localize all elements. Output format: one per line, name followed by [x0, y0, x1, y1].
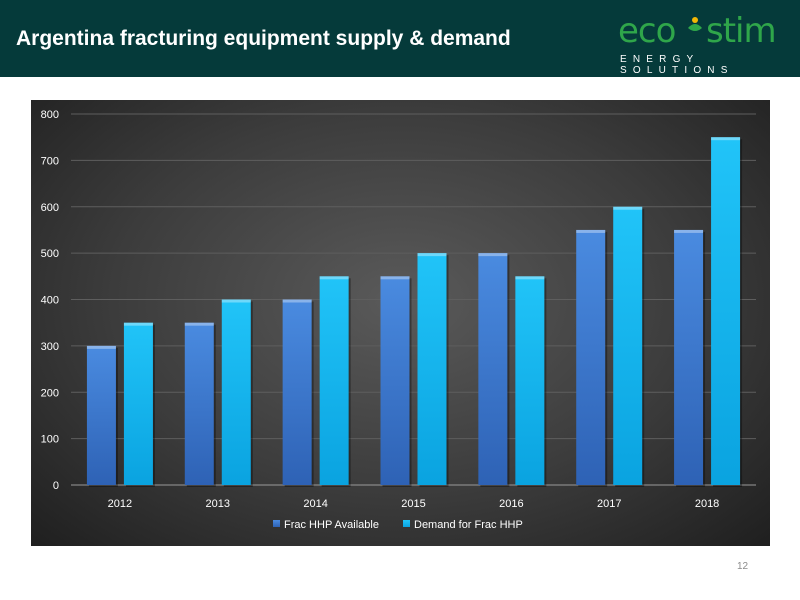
y-tick-label: 400 [41, 295, 59, 307]
legend-swatch [403, 520, 410, 527]
bar-highlight [380, 276, 410, 280]
x-tick-label: 2015 [401, 498, 425, 510]
svg-text:eco: eco [618, 11, 675, 50]
bar-highlight [576, 229, 606, 233]
bar-frac-hhp-available [184, 322, 214, 485]
bar-highlight [515, 276, 545, 280]
legend: Frac HHP Available Demand for Frac HHP [273, 519, 523, 531]
y-tick-label: 800 [41, 109, 59, 121]
bar-highlight [711, 137, 741, 141]
x-tick-label: 2012 [108, 498, 132, 510]
x-tick-label: 2014 [303, 498, 327, 510]
slide-header: Argentina fracturing equipment supply & … [0, 0, 800, 77]
x-tick-label: 2017 [597, 498, 621, 510]
legend-label: Frac HHP Available [284, 519, 379, 531]
slide-title: Argentina fracturing equipment supply & … [16, 27, 511, 50]
logo-leaf-icon [688, 24, 702, 31]
bar-highlight [674, 229, 704, 233]
x-tick-label: 2013 [206, 498, 230, 510]
bar-demand-for-frac-hhp [221, 299, 251, 485]
bar-highlight [613, 206, 643, 210]
svg-text:stim: stim [706, 11, 776, 50]
bar-highlight [221, 299, 251, 303]
bar-highlight [417, 253, 447, 257]
y-tick-label: 700 [41, 155, 59, 167]
bar-highlight [478, 253, 508, 257]
logo-wordmark-graphic: eco stim [618, 11, 777, 51]
y-tick-label: 600 [41, 202, 59, 214]
y-tick-label: 200 [41, 387, 59, 399]
chart-panel: 0 100 200 300 400 500 600 700 800 2012 2013 2014 20… [31, 100, 770, 546]
bar-highlight [319, 276, 349, 280]
bar-frac-hhp-available [674, 229, 704, 485]
bar-demand-for-frac-hhp [613, 206, 643, 485]
page-number: 12 [737, 561, 749, 572]
bar-demand-for-frac-hhp [417, 253, 447, 485]
bar-demand-for-frac-hhp [515, 276, 545, 485]
bar-demand-for-frac-hhp [123, 322, 153, 485]
legend-swatch [273, 520, 280, 527]
x-axis-ticks: 2012 2013 2014 2015 2016 2017 2018 [108, 498, 720, 510]
bar-frac-hhp-available [86, 345, 116, 485]
x-tick-label: 2018 [695, 498, 719, 510]
y-tick-label: 100 [41, 434, 59, 446]
bar-highlight [86, 345, 116, 349]
ecostim-logo: eco stim ENERGY SOLUTIONS [612, 8, 793, 76]
logo-sun-icon [692, 17, 698, 23]
logo-wordmark: eco stim [618, 8, 793, 59]
bar-frac-hhp-available [282, 299, 312, 485]
bar-demand-for-frac-hhp [319, 276, 349, 485]
bars [86, 137, 743, 487]
bar-frac-hhp-available [478, 253, 508, 485]
legend-label: Demand for Frac HHP [414, 519, 523, 531]
gridlines [71, 113, 756, 486]
y-tick-label: 300 [41, 341, 59, 353]
y-tick-label: 500 [41, 248, 59, 260]
bar-highlight [184, 322, 214, 326]
bar-demand-for-frac-hhp [711, 137, 741, 485]
y-axis-ticks: 0 100 200 300 400 500 600 700 800 [41, 109, 59, 492]
bar-highlight [123, 322, 153, 326]
bar-highlight [282, 299, 312, 303]
bar-frac-hhp-available [576, 229, 606, 485]
bar-frac-hhp-available [380, 276, 410, 485]
y-tick-label: 0 [53, 480, 59, 492]
logo-tagline: ENERGY SOLUTIONS [620, 54, 734, 76]
x-tick-label: 2016 [499, 498, 523, 510]
